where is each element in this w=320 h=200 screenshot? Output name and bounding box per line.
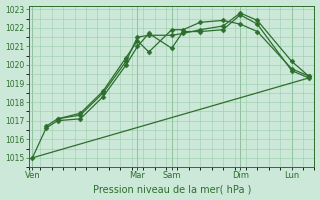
- X-axis label: Pression niveau de la mer( hPa ): Pression niveau de la mer( hPa ): [92, 184, 251, 194]
